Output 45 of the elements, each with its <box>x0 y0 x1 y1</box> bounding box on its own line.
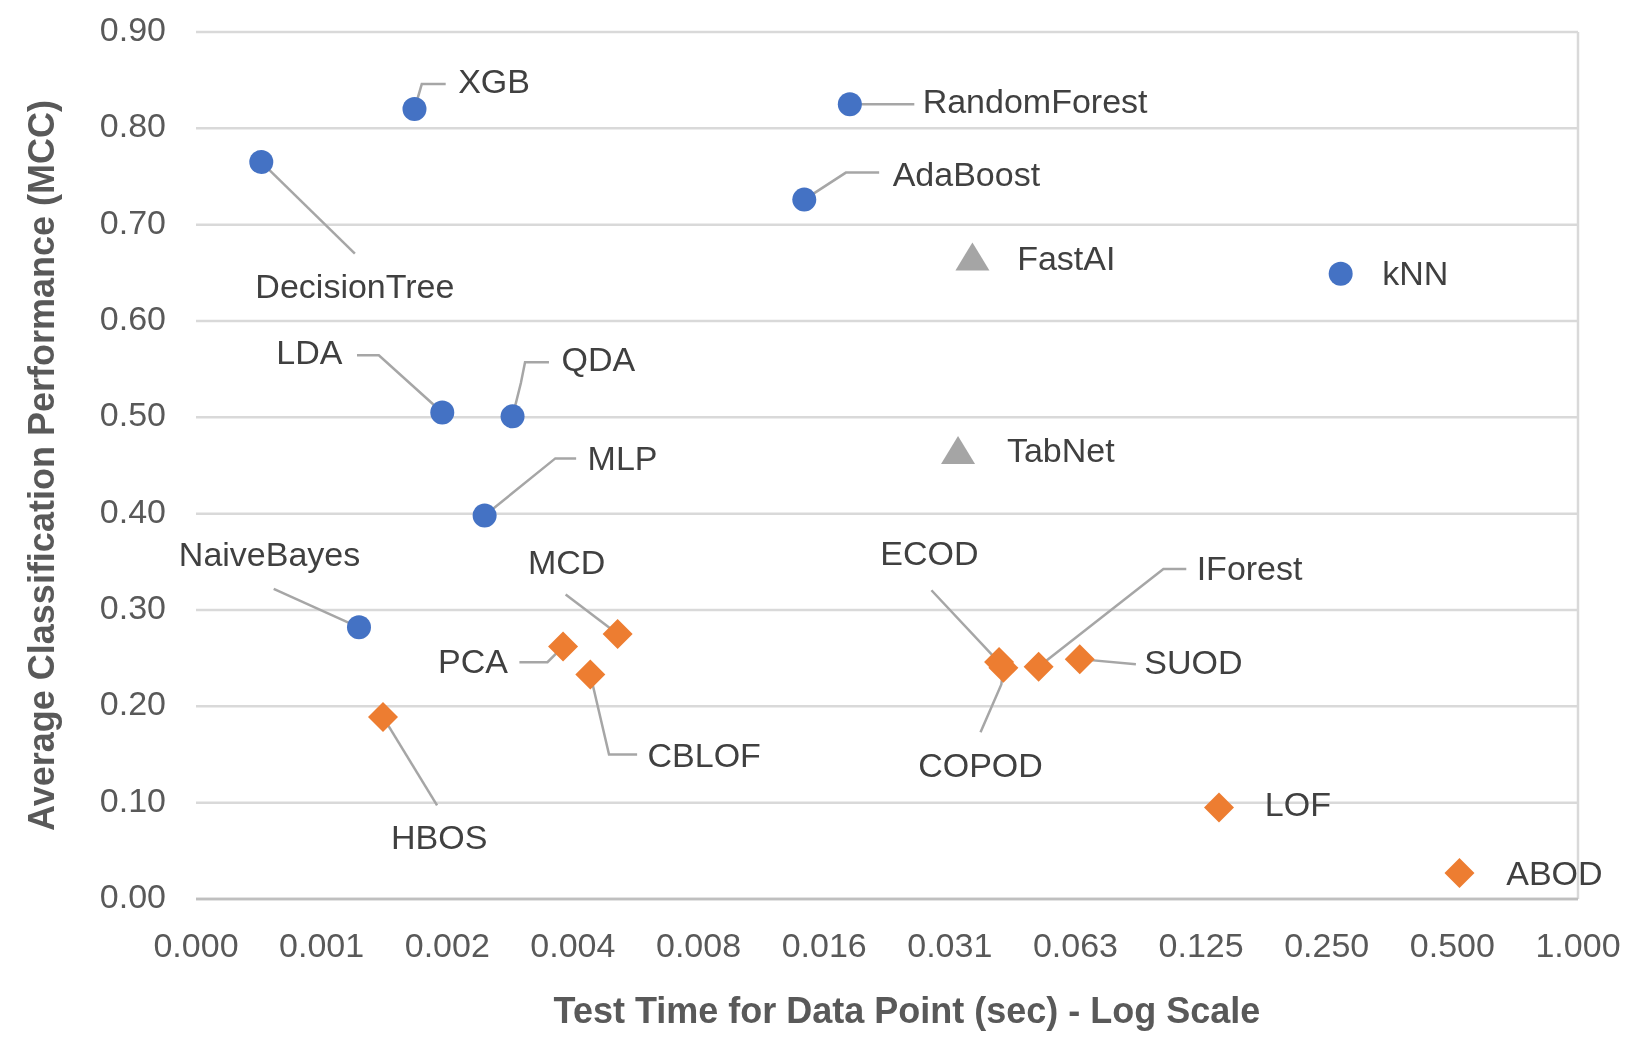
y-axis-title: Average Classification Performance (MCC) <box>21 100 62 831</box>
annotation: kNN <box>1382 253 1449 292</box>
annotation: FastAI <box>1017 238 1116 277</box>
annotation: NaiveBayes <box>178 534 361 573</box>
x-tick-label: 0.250 <box>1284 926 1370 964</box>
annotation: HBOS <box>390 817 488 856</box>
y-tick-label: 0.00 <box>99 876 166 915</box>
annotation: RandomForest <box>922 82 1149 121</box>
annotation: MLP <box>587 439 658 478</box>
y-tick-label: 0.10 <box>99 780 166 819</box>
annotation: LOF <box>1264 785 1331 824</box>
x-tick-label: 0.031 <box>907 926 993 964</box>
annotation: ABOD <box>1506 854 1603 893</box>
x-tick-label: 0.008 <box>656 926 742 964</box>
annotation: ECOD <box>880 533 979 572</box>
x-tick-label: 1.000 <box>1535 926 1621 964</box>
x-tick-label: 0.016 <box>781 926 867 964</box>
annotation: XGB <box>458 62 530 101</box>
annotation: DecisionTree <box>255 266 455 305</box>
y-tick-label: 0.70 <box>99 202 166 241</box>
y-tick-label: 0.80 <box>99 106 166 145</box>
x-tick-label: 0.125 <box>1158 926 1244 964</box>
annotation: MCD <box>527 543 606 582</box>
annotation: IForest <box>1196 549 1304 588</box>
annotation: SUOD <box>1144 643 1243 682</box>
annotation: COPOD <box>918 745 1043 784</box>
annotation: QDA <box>561 340 636 379</box>
y-tick-label: 0.40 <box>99 491 166 530</box>
y-tick-label: 0.30 <box>99 587 166 626</box>
y-tick-label: 0.50 <box>99 395 166 434</box>
annotation: AdaBoost <box>892 154 1041 193</box>
x-tick-label: 0.004 <box>530 926 616 964</box>
annotation: TabNet <box>1006 431 1116 470</box>
x-tick-label: 0.002 <box>404 926 490 964</box>
annotation: CBLOF <box>647 735 761 774</box>
x-tick-label: 0.500 <box>1409 926 1495 964</box>
x-tick-label: 0.000 <box>153 926 239 964</box>
x-tick-label: 0.063 <box>1032 926 1118 964</box>
y-tick-label: 0.60 <box>99 298 166 337</box>
x-axis-title: Test Time for Data Point (sec) - Log Scale <box>553 990 1261 1031</box>
annotation: LDA <box>276 333 343 372</box>
y-tick-label: 0.90 <box>99 9 166 48</box>
x-tick-label: 0.001 <box>279 926 365 964</box>
y-tick-label: 0.20 <box>99 684 166 723</box>
annotation: PCA <box>438 642 509 681</box>
